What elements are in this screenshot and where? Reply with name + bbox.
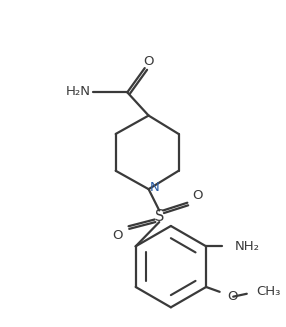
Text: N: N: [150, 181, 159, 194]
Text: NH₂: NH₂: [235, 240, 260, 253]
Text: H₂N: H₂N: [65, 85, 90, 98]
Text: CH₃: CH₃: [257, 285, 281, 298]
Text: O: O: [227, 290, 238, 303]
Text: O: O: [112, 229, 123, 242]
Text: O: O: [143, 55, 154, 68]
Text: S: S: [154, 209, 164, 224]
Text: O: O: [193, 189, 203, 202]
